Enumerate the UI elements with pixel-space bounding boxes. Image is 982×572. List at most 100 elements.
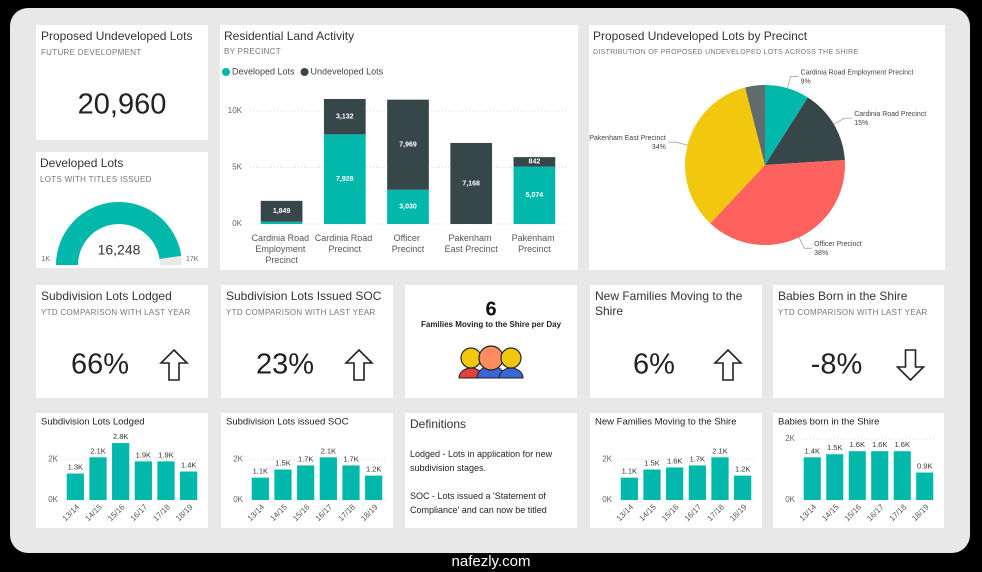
- legend-label: Developed Lots: [232, 66, 295, 76]
- value-label: 1.4K: [805, 446, 820, 455]
- value-label: 1.2K: [735, 465, 750, 474]
- card-value: 23%: [256, 349, 314, 381]
- bar: [89, 457, 107, 500]
- text-line: Pakenham: [448, 233, 494, 243]
- bar-segment: [260, 200, 303, 222]
- chart-title: Residential Land Activity: [224, 29, 354, 43]
- segment-label: 3,132: [336, 114, 354, 121]
- text-line: Cardinia Road: [252, 233, 312, 243]
- card-subtitle: YTD COMPARISON WITH LAST YEAR: [226, 308, 376, 317]
- y-tick-label: 0K: [602, 495, 612, 504]
- trend-arrow: [159, 348, 189, 381]
- card-title: Subdivision Lots Issued SOC: [226, 289, 382, 303]
- card-title: Proposed Undeveloped Lots: [41, 29, 192, 43]
- text-line: Pakenham: [512, 233, 558, 243]
- bar: [180, 471, 198, 500]
- value-label: 1.6K: [895, 440, 910, 449]
- segment-label: 842: [529, 159, 541, 166]
- value-label: 1.6K: [872, 440, 887, 449]
- text-line: Shire: [595, 304, 623, 318]
- value-label: 1.7K: [298, 454, 313, 463]
- bar: [893, 451, 911, 500]
- bar: [134, 461, 152, 500]
- bar: [274, 469, 292, 500]
- pie-slice: [685, 87, 765, 224]
- chart-subtitle: LOTS WITH TITLES ISSUED: [40, 175, 152, 184]
- segment-label: 7,929: [336, 176, 354, 183]
- pie-value-label: 38%: [814, 250, 828, 257]
- value-label: 1.7K: [343, 454, 358, 463]
- pie-value-label: 15%: [854, 120, 868, 127]
- bar: [342, 465, 360, 500]
- card-subtitle: FUTURE DEVELOPMENT: [41, 48, 142, 57]
- pie-slice: [765, 97, 845, 165]
- icon-face: [460, 347, 482, 369]
- bar-segment: [323, 134, 366, 224]
- pie-slice: [710, 159, 845, 246]
- text-line: subdivision stages.: [410, 463, 486, 473]
- value-label: 1.1K: [253, 467, 268, 476]
- text-line: Employment: [255, 244, 308, 254]
- card-value: -8%: [811, 349, 863, 381]
- tile: [405, 413, 577, 528]
- text-line: SOC - Lots issued a 'Statement of: [410, 491, 548, 501]
- value-label: 1.3K: [68, 463, 83, 472]
- y-tick-label: 2K: [785, 434, 795, 443]
- text-line: Officer: [394, 233, 423, 243]
- segment-label: 3,030: [399, 204, 417, 211]
- pie-label: Cardinia Road Precinct: [854, 111, 926, 118]
- bar: [157, 461, 175, 500]
- chart-title: Subdivision Lots issued SOC: [226, 417, 349, 428]
- legend-swatch: [300, 68, 309, 76]
- bar: [66, 473, 84, 500]
- text-line: New Families Moving to the: [595, 289, 746, 303]
- card-title: New Families Moving to the Shire: [595, 289, 746, 318]
- legend-swatch: [222, 68, 230, 76]
- value-label: 1.5K: [275, 458, 290, 467]
- bar-segment: [387, 99, 429, 190]
- value-label: 1.5K: [827, 443, 842, 452]
- chart-subtitle: DISTRIBUTION OF PROPOSED UNDEVELOPED LOT…: [593, 49, 858, 56]
- x-tick-label: Officer Precinct: [392, 233, 425, 254]
- card-value: 66%: [71, 349, 129, 381]
- card-value: 6: [485, 298, 496, 320]
- leader-line: [667, 141, 688, 146]
- y-tick-label: 0K: [48, 495, 58, 504]
- chart-title: Subdivision Lots Lodged: [41, 417, 145, 428]
- card-value: 6%: [633, 349, 675, 381]
- segment-label: 7,168: [462, 180, 480, 187]
- segment-label: 5,074: [526, 192, 544, 199]
- tile: [773, 285, 944, 398]
- text-line: Precinct: [265, 255, 298, 265]
- chart-title: Babies born in the Shire: [778, 417, 879, 428]
- bar-segment: [450, 142, 493, 224]
- text-line: Lodged - Lots in application for new: [410, 449, 555, 459]
- value-label: 2.1K: [90, 446, 105, 455]
- text-line: Cardinia Road: [315, 233, 375, 243]
- pie-value-label: 34%: [652, 144, 666, 151]
- chart-title: New Families Moving to the Shire: [595, 417, 737, 428]
- value-label: 1.7K: [690, 454, 705, 463]
- bar-segment: [323, 98, 366, 135]
- pie-slice: [765, 85, 808, 165]
- bar: [803, 457, 821, 500]
- value-label: 1.1K: [622, 467, 637, 476]
- text-line: Precinct: [329, 244, 362, 254]
- definitions-title: Definitions: [410, 417, 466, 431]
- value-label: 2.1K: [321, 446, 336, 455]
- card-title: Subdivision Lots Lodged: [41, 289, 172, 303]
- bar: [871, 451, 889, 500]
- segment-label: 1,849: [273, 208, 291, 215]
- y-tick-label: 2K: [48, 454, 58, 463]
- x-tick-label: Pakenham East Precinct: [445, 233, 499, 254]
- text-line: Precinct: [518, 244, 551, 254]
- text-line: Compliance' and can now be titled: [410, 505, 547, 515]
- y-tick-label: 0K: [233, 495, 243, 504]
- leader-line: [833, 117, 853, 125]
- value-label: 1.4K: [181, 461, 196, 470]
- text-line: Babies Born in the Shire: [778, 289, 908, 303]
- y-tick-label: 5K: [232, 163, 242, 172]
- bar: [688, 465, 706, 500]
